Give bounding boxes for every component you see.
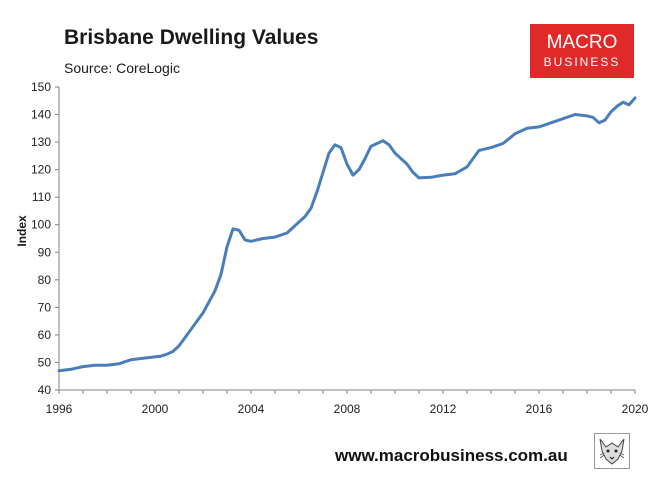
x-tick-label: 2016 bbox=[526, 402, 553, 416]
y-tick-label: 140 bbox=[31, 108, 51, 122]
y-tick-label: 150 bbox=[31, 80, 51, 94]
macro-business-logo[interactable]: MACRO BUSINESS bbox=[530, 24, 634, 78]
chart-title: Brisbane Dwelling Values bbox=[64, 26, 319, 49]
y-tick-label: 60 bbox=[38, 328, 52, 342]
y-tick-label: 130 bbox=[31, 135, 51, 149]
wolf-icon bbox=[594, 433, 630, 469]
x-tick-label: 2008 bbox=[334, 402, 361, 416]
y-tick-label: 90 bbox=[38, 245, 52, 259]
x-tick-label: 2020 bbox=[622, 402, 649, 416]
x-tick-label: 1996 bbox=[46, 402, 73, 416]
y-tick-label: 70 bbox=[38, 300, 52, 314]
chart-source: Source: CoreLogic bbox=[64, 60, 180, 76]
y-tick-label: 120 bbox=[31, 163, 51, 177]
x-tick-label: 2000 bbox=[142, 402, 169, 416]
y-tick-label: 50 bbox=[38, 355, 52, 369]
y-tick-label: 40 bbox=[38, 383, 52, 397]
y-tick-label: 80 bbox=[38, 273, 52, 287]
x-tick-label: 2004 bbox=[238, 402, 265, 416]
y-tick-label: 100 bbox=[31, 218, 51, 232]
y-tick-label: 110 bbox=[32, 190, 51, 204]
series-line bbox=[57, 96, 637, 373]
footer-url-link[interactable]: www.macrobusiness.com.au bbox=[335, 446, 568, 465]
logo-line2: BUSINESS bbox=[543, 55, 621, 69]
logo-line1: MACRO bbox=[546, 32, 618, 53]
x-tick-label: 2012 bbox=[430, 402, 457, 416]
